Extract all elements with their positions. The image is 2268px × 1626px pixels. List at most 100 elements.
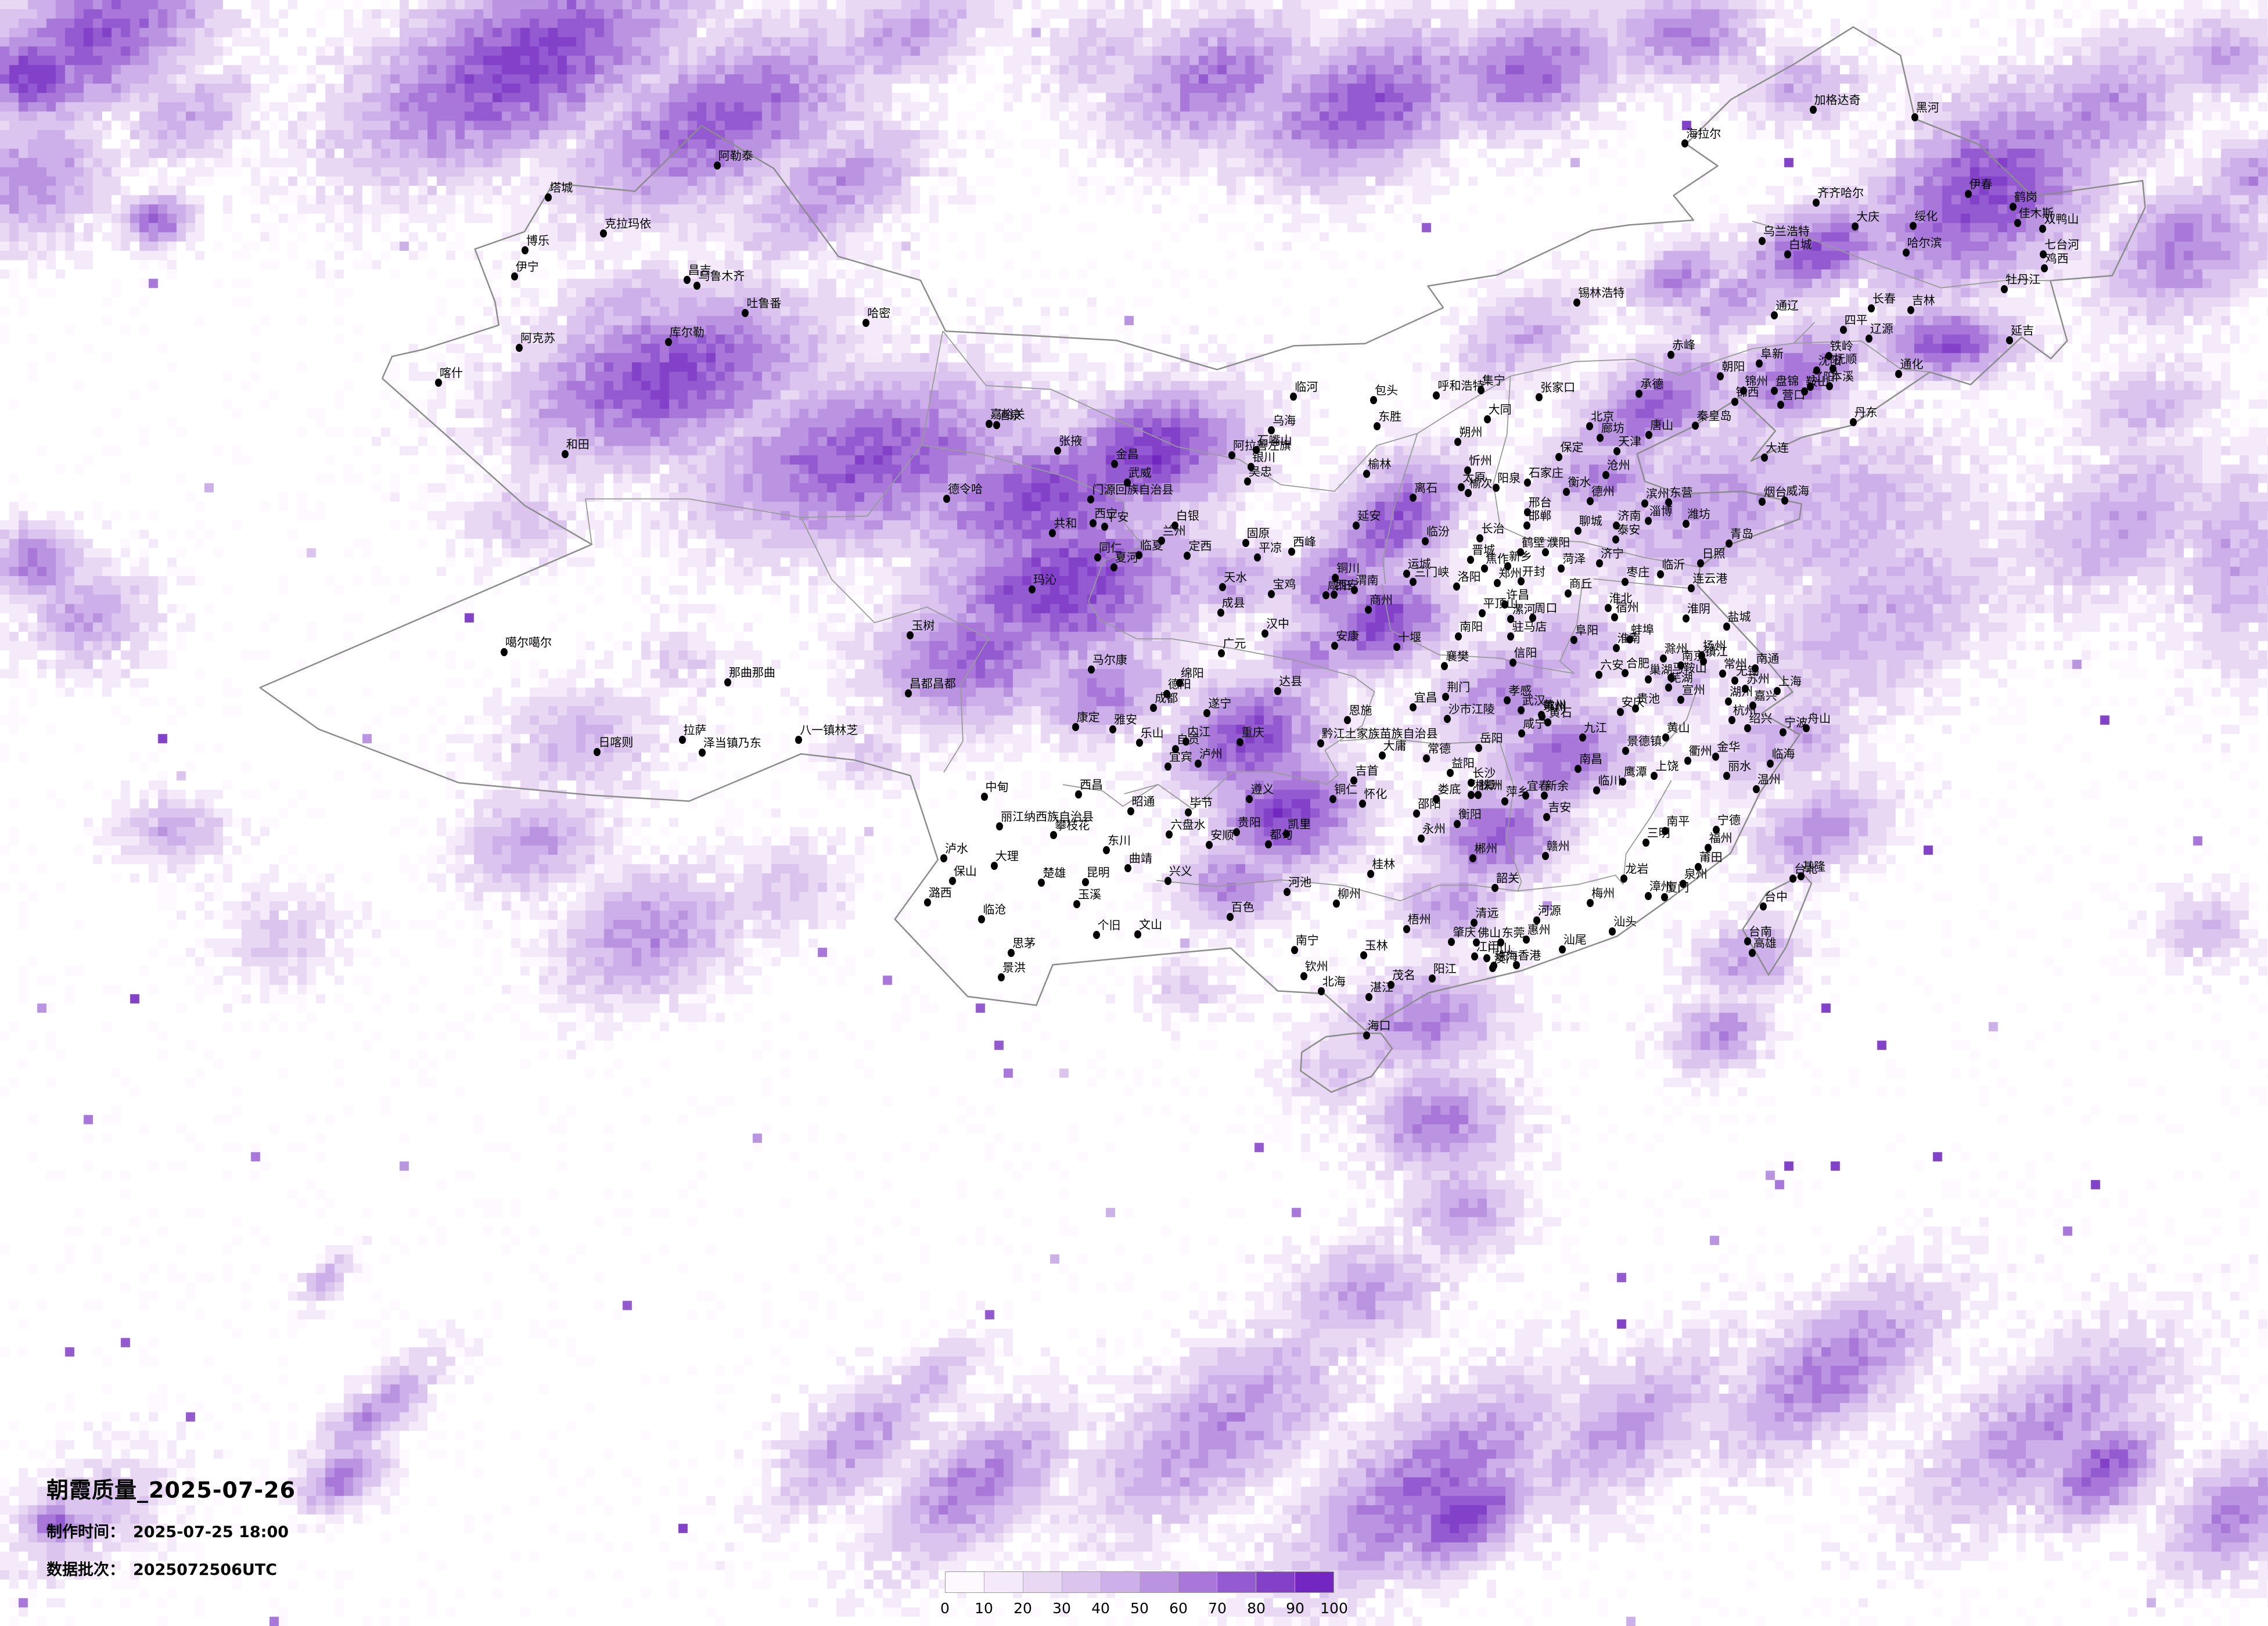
legend-tick-label: 20	[1013, 1600, 1032, 1617]
city-label: 马鞍山	[1672, 660, 1707, 675]
city-label: 丹东	[1854, 405, 1878, 419]
city-dot	[1644, 516, 1652, 525]
city-dot	[1744, 724, 1752, 733]
city-dot	[980, 792, 988, 801]
city-label: 齐齐哈尔	[1817, 186, 1864, 200]
city-dot	[1717, 372, 1724, 381]
city-label: 聊城	[1579, 514, 1602, 528]
city-dot	[1609, 927, 1616, 936]
city-label: 洛阳	[1457, 570, 1481, 584]
city-dot	[1586, 497, 1594, 505]
city-dot	[1504, 696, 1511, 705]
city-dot	[1595, 671, 1603, 679]
city-label: 沈阳	[1818, 354, 1842, 368]
city-label: 赣州	[1546, 839, 1570, 854]
legend-segment	[1101, 1572, 1140, 1592]
city-dot	[1350, 776, 1358, 785]
city-dot	[1367, 869, 1375, 878]
city-label: 柳州	[1337, 886, 1361, 901]
city-dot	[2014, 219, 2021, 228]
city-dot	[1317, 739, 1324, 747]
city-dot	[1464, 488, 1472, 497]
city-label: 阳江	[1433, 962, 1457, 976]
border-path	[1622, 780, 1672, 884]
city-label: 榆林	[1368, 456, 1392, 471]
city-dot	[1176, 679, 1183, 688]
city-label: 赤峰	[1672, 337, 1695, 352]
city-label: 青岛	[1730, 527, 1753, 541]
legend-segment	[984, 1572, 1023, 1592]
city-dot	[1268, 426, 1275, 434]
city-label: 海拉尔	[1686, 126, 1721, 141]
city-label: 怀化	[1364, 786, 1388, 801]
border-path	[1794, 340, 1930, 373]
city-dot	[1254, 553, 1261, 562]
city-label: 黄州	[1543, 697, 1566, 712]
city-dot	[1453, 820, 1461, 829]
city-dot	[1344, 716, 1352, 725]
city-label: 新乡	[1509, 549, 1533, 563]
city-dot	[795, 735, 803, 744]
city-label: 抚顺	[1834, 351, 1857, 366]
border-path	[942, 330, 1239, 461]
city-label: 温州	[1757, 772, 1781, 787]
city-label: 衡水	[1568, 474, 1591, 489]
city-label: 宜宾	[1169, 750, 1192, 764]
city-label: 延吉	[2011, 323, 2034, 337]
city-dot	[1374, 422, 1381, 431]
city-dot	[1529, 613, 1537, 622]
city-dot	[1433, 795, 1440, 804]
city-label: 上饶	[1655, 758, 1679, 773]
city-dot	[1683, 520, 1690, 528]
city-label: 阿克苏	[520, 330, 556, 345]
city-dot	[1661, 893, 1669, 901]
city-label: 漳州	[1649, 879, 1673, 894]
city-dot	[1038, 879, 1045, 887]
city-dot	[1593, 786, 1601, 794]
legend-tick-label: 60	[1169, 1600, 1188, 1617]
city-dot	[1712, 826, 1720, 834]
city-dot	[1538, 710, 1545, 719]
city-dot	[978, 915, 986, 924]
city-label: 重庆	[1241, 725, 1265, 740]
city-dot	[1767, 759, 1774, 768]
city-label: 北京	[1591, 409, 1615, 423]
city-dot	[1641, 499, 1648, 508]
city-label: 河源	[1537, 904, 1561, 918]
city-dot	[1570, 636, 1578, 645]
city-dot	[1644, 675, 1652, 684]
border-path	[1662, 692, 1697, 747]
city-dot	[1518, 729, 1526, 738]
city-dot	[1422, 537, 1429, 546]
city-dot	[1092, 930, 1100, 939]
city-dot	[664, 338, 672, 347]
city-dot	[1620, 875, 1628, 883]
city-dot	[1699, 657, 1707, 666]
city-dot	[1809, 106, 1817, 114]
city-label: 昌吉	[688, 263, 711, 278]
city-label: 六安	[1600, 658, 1624, 672]
city-dot	[713, 161, 721, 170]
city-dot	[1839, 325, 1847, 334]
border-path	[1527, 538, 1701, 568]
city-dot	[1587, 899, 1594, 908]
data-batch-label: 数据批次：	[46, 1561, 125, 1579]
city-dot	[1274, 687, 1282, 696]
city-label: 常州	[1723, 656, 1747, 671]
city-dot	[1619, 778, 1626, 786]
city-label: 个旧	[1097, 918, 1121, 932]
city-dot	[1902, 249, 1910, 257]
city-label: 固原	[1246, 526, 1270, 541]
city-label: 佳木斯	[2018, 206, 2054, 221]
city-dot	[1454, 438, 1462, 447]
city-label: 遵义	[1250, 782, 1274, 796]
city-dot	[1636, 390, 1643, 398]
city-label: 宜春	[1526, 779, 1550, 793]
city-label: 晋城	[1472, 543, 1496, 557]
city-dot	[434, 378, 442, 387]
city-label: 新余	[1545, 778, 1569, 793]
city-label: 梅州	[1591, 886, 1615, 901]
city-label: 集宁	[1482, 373, 1505, 387]
city-dot	[1622, 577, 1629, 586]
city-dot	[1679, 879, 1687, 888]
